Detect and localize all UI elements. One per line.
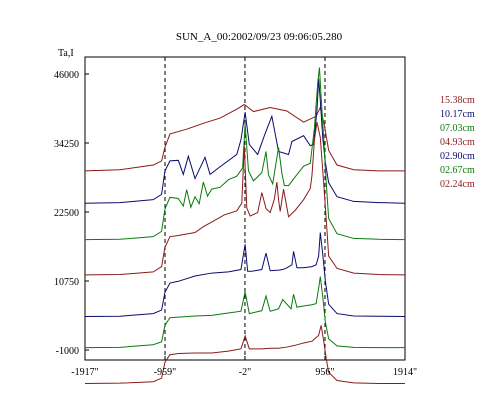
series-line-3 [84, 67, 406, 241]
y-tick-label: 10750 [54, 277, 79, 288]
x-tick-label: -2" [239, 367, 251, 378]
x-tick-label: -959" [154, 367, 176, 378]
series-line-1 [84, 103, 405, 172]
y-tick-label: -1000 [56, 346, 79, 357]
series-line-6 [84, 276, 405, 349]
series-line-5 [84, 232, 406, 318]
y-tick-label: 34250 [54, 139, 79, 150]
x-tick-label: 1914" [393, 367, 417, 378]
legend-entry: 10.17cm [440, 109, 475, 120]
y-axis-ticks: 46000 34250 22500 10750 -1000 [54, 70, 89, 357]
legend-entry: 02.67cm [440, 165, 475, 176]
chart-title: SUN_A_00:2002/09/23 09:06:05.280 [176, 31, 343, 43]
y-axis-label: Ta,I [58, 48, 74, 59]
legend-entry: 02.24cm [440, 179, 475, 190]
reference-lines [164, 57, 326, 360]
legend: 15.38cm 10.17cm 07.03cm 04.93cm 02.90cm 02.67… [440, 95, 475, 190]
series-line-4 [84, 122, 406, 276]
y-tick-label: 46000 [54, 70, 79, 81]
y-tick-label: 22500 [54, 208, 79, 219]
x-tick-label: 956" [315, 367, 334, 378]
legend-entry: 04.93cm [440, 137, 475, 148]
x-tick-label: -1917" [71, 367, 98, 378]
legend-entry: 02.90cm [440, 151, 475, 162]
x-axis-ticks: -1917" -959" -2" 956" 1914" [71, 356, 417, 378]
legend-entry: 15.38cm [440, 95, 475, 106]
legend-entry: 07.03cm [440, 123, 475, 134]
series-line-2 [84, 78, 406, 204]
series-group [84, 67, 406, 384]
series-line-7 [84, 325, 405, 384]
